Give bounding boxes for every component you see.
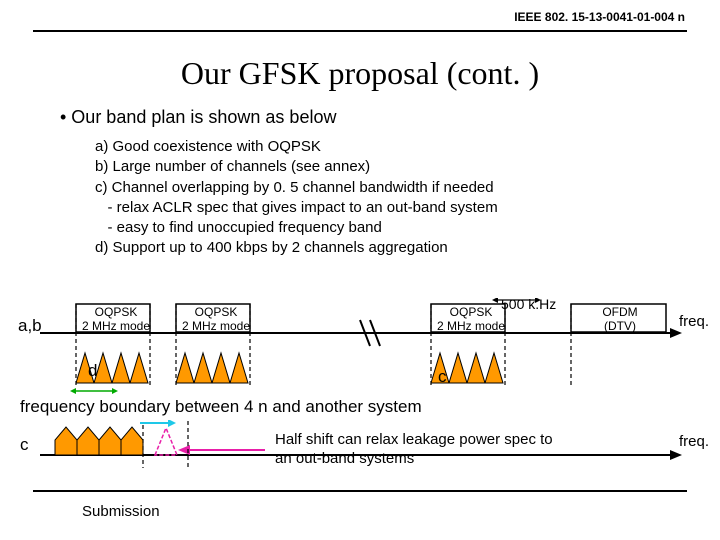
slide-title: Our GFSK proposal (cont. ) bbox=[0, 55, 720, 92]
label-c-right: c bbox=[438, 367, 447, 387]
box-oqpsk-2: OQPSK 2 MHz mode bbox=[181, 306, 251, 334]
sub-list: a) Good coexistence with OQPSK b) Large … bbox=[95, 137, 498, 259]
label-ab: a,b bbox=[18, 316, 42, 336]
sub-a: a) Good coexistence with OQPSK bbox=[95, 137, 498, 157]
sub-c: c) Channel overlapping by 0. 5 channel b… bbox=[95, 178, 498, 198]
label-c-left: c bbox=[20, 435, 29, 455]
sub-d: d) Support up to 400 kbps by 2 channels … bbox=[95, 238, 498, 258]
boundary-text: frequency boundary between 4 n and anoth… bbox=[20, 397, 422, 417]
label-d: d bbox=[88, 361, 97, 381]
sub-c1: - relax ACLR spec that gives impact to a… bbox=[95, 198, 498, 218]
label-freq-2: freq. bbox=[679, 433, 709, 450]
bottom-rule bbox=[33, 490, 687, 492]
half-shift-text: Half shift can relax leakage power spec … bbox=[275, 431, 553, 469]
box-oqpsk-1: OQPSK 2 MHz mode bbox=[81, 306, 151, 334]
box-oqpsk-3: OQPSK 2 MHz mode bbox=[436, 306, 506, 334]
label-500khz: 500 k.Hz bbox=[501, 296, 556, 312]
bullet-main: • Our band plan is shown as below bbox=[60, 107, 336, 128]
label-freq-1: freq. bbox=[679, 313, 709, 330]
submission-text: Submission bbox=[82, 503, 160, 520]
top-rule bbox=[33, 30, 687, 32]
sub-b: b) Large number of channels (see annex) bbox=[95, 157, 498, 177]
header-doc-id: IEEE 802. 15-13-0041-01-004 n bbox=[514, 10, 685, 24]
box-ofdm: OFDM (DTV) bbox=[575, 306, 665, 334]
sub-c2: - easy to find unoccupied frequency band bbox=[95, 218, 498, 238]
